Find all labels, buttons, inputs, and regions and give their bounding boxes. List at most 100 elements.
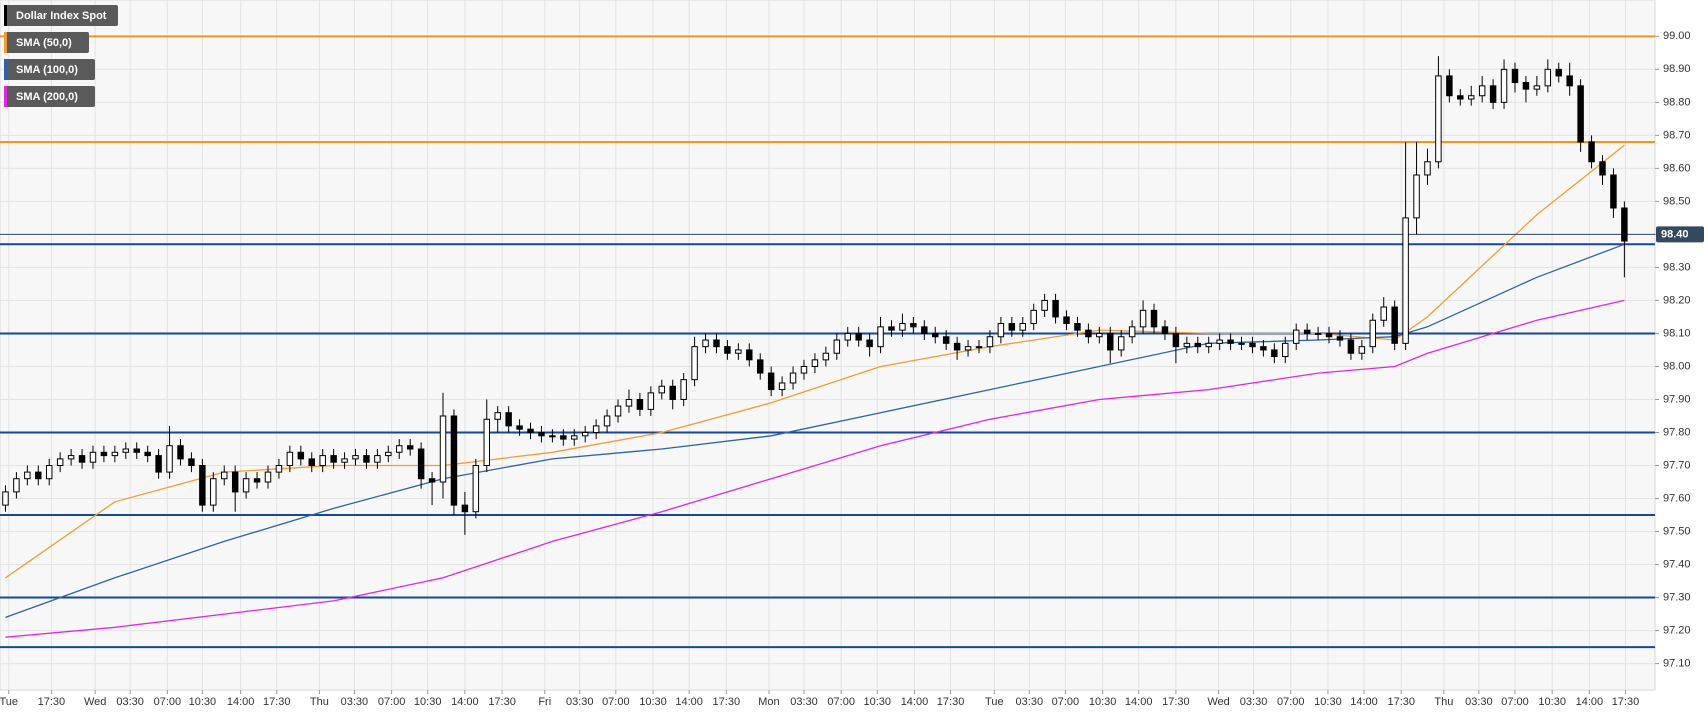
legend-label: SMA (200,0)	[16, 91, 78, 103]
candle-body	[713, 339, 720, 348]
candle-body	[308, 458, 315, 467]
candle-body	[221, 471, 228, 480]
candle-body	[746, 349, 753, 361]
candle-body	[155, 455, 162, 473]
candle-body	[330, 455, 337, 463]
x-tick-label: Mon	[758, 696, 779, 708]
candle-body	[910, 323, 917, 328]
candle-body	[1325, 332, 1333, 338]
y-tick-label: 97.60	[1663, 492, 1691, 504]
candle-body	[866, 339, 873, 348]
candle-body	[538, 431, 545, 437]
candle-body	[975, 346, 983, 349]
candle-body	[1260, 346, 1267, 351]
candle-body	[286, 451, 294, 467]
candle-body	[1183, 342, 1191, 348]
x-tick-label: 14:00	[227, 696, 255, 708]
candle-body	[396, 445, 403, 453]
candle-body	[1380, 306, 1387, 321]
candle-body	[13, 478, 20, 493]
legend-item: SMA (100,0)	[4, 59, 95, 80]
candle-body	[297, 451, 305, 460]
candle-body	[439, 415, 447, 483]
candle-body	[122, 448, 130, 453]
legend-box	[4, 5, 118, 26]
y-tick-label: 97.90	[1663, 393, 1691, 405]
x-tick-label: 03:30	[566, 696, 594, 708]
candle-body	[800, 365, 808, 374]
candle-body	[1599, 161, 1606, 176]
legend-swatch	[4, 32, 7, 53]
x-tick-label: Wed	[1207, 696, 1229, 708]
legend-item: Dollar Index Spot	[4, 5, 118, 26]
x-tick-label: 07:00	[1277, 696, 1305, 708]
candle-body	[1194, 342, 1202, 348]
candle-body	[461, 504, 469, 513]
x-tick-label: 07:00	[602, 696, 630, 708]
plot-area	[0, 0, 1656, 691]
candle-body	[1074, 323, 1081, 331]
candle-body	[921, 326, 928, 334]
candle-body	[1544, 68, 1552, 87]
candle-body	[385, 451, 392, 457]
x-tick-label: 17:30	[1387, 696, 1415, 708]
candle-body	[363, 455, 370, 463]
y-tick-label: 97.80	[1663, 426, 1691, 438]
x-tick-label: 03:30	[1240, 696, 1268, 708]
candle-body	[953, 342, 961, 351]
candle-body	[450, 415, 458, 506]
candle-body	[483, 418, 490, 467]
x-tick-label: 14:00	[1350, 696, 1378, 708]
legend-swatch	[4, 86, 7, 107]
candle-body	[144, 451, 151, 457]
x-tick-label: 17:30	[1612, 696, 1640, 708]
candle-body	[1446, 75, 1453, 97]
y-tick-label: 97.40	[1663, 558, 1691, 570]
candle-body	[341, 458, 348, 463]
y-tick-label: 98.10	[1663, 327, 1691, 339]
candle-body	[428, 478, 436, 483]
candle-body	[1621, 207, 1628, 242]
candle-body	[855, 332, 862, 341]
candle-body	[188, 458, 195, 467]
x-tick-label: 10:30	[1538, 696, 1566, 708]
x-tick-label: 10:30	[414, 696, 442, 708]
legend-box	[4, 59, 95, 80]
candle-body	[1216, 339, 1223, 344]
legend-label: SMA (50,0)	[16, 37, 72, 49]
x-tick-label: 17:30	[38, 696, 66, 708]
candle-body	[833, 339, 841, 354]
candle-body	[111, 451, 119, 457]
candle-body	[231, 471, 239, 493]
x-tick-label: Fri	[538, 696, 551, 708]
candle-body	[1238, 342, 1245, 345]
legend-box	[4, 32, 89, 53]
candle-body	[986, 336, 994, 348]
y-tick-label: 98.50	[1663, 195, 1691, 207]
candle-body	[166, 445, 173, 473]
candle-body	[1117, 336, 1125, 351]
candle-body	[505, 412, 512, 427]
legend-swatch	[4, 59, 7, 80]
candle-body	[177, 445, 184, 460]
y-tick-label: 97.20	[1663, 624, 1691, 636]
candle-body	[527, 428, 534, 433]
last-price-tag	[1656, 226, 1704, 243]
candle-body	[603, 415, 611, 427]
candle-body	[89, 451, 97, 463]
candle-body	[1303, 329, 1311, 334]
candle-body	[932, 332, 939, 338]
x-tick-label: Tue	[985, 696, 1004, 708]
candle-body	[1435, 75, 1442, 163]
candle-body	[1107, 332, 1114, 351]
candle-body	[844, 332, 851, 341]
x-tick-label: 10:30	[189, 696, 217, 708]
candle-body	[1063, 316, 1070, 325]
candle-body	[1424, 161, 1431, 176]
candle-body	[1139, 309, 1147, 328]
candle-body	[352, 455, 359, 460]
x-tick-label: 07:00	[1052, 696, 1080, 708]
x-tick-label: 17:30	[713, 696, 741, 708]
candle-body	[560, 435, 567, 440]
x-tick-label: 10:30	[864, 696, 892, 708]
